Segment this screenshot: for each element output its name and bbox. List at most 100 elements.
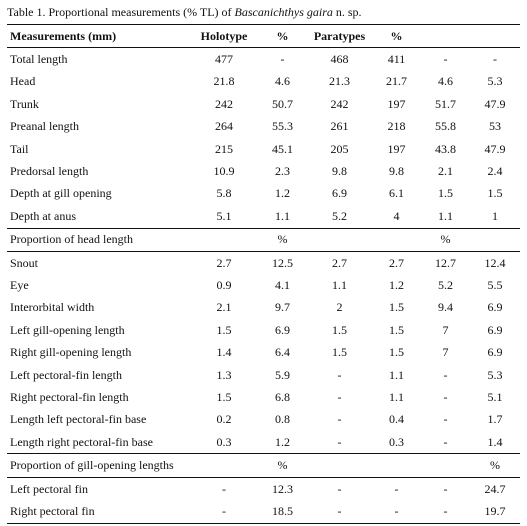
table-cell: 2.7 <box>332 255 347 270</box>
table-cell: 1.1 <box>389 367 404 382</box>
table-cell: 1.5 <box>389 322 404 337</box>
row-label: Snout <box>10 255 39 270</box>
table-cell: 5.2 <box>438 277 453 292</box>
table-cell: 5.1 <box>216 208 232 223</box>
table-cell: 6.9 <box>332 186 347 201</box>
table-row: Right pectoral fin -18.5- - -19.7 <box>7 500 520 524</box>
table-cell: 21.8 <box>213 74 235 89</box>
table-cell: 1.2 <box>275 434 290 449</box>
table-row: Predorsal length 10.9 2.3 9.8 9.8 2.1 2.4 <box>7 160 520 182</box>
table-cell: 1.5 <box>438 186 453 201</box>
row-label: Proportion of gill-opening lengths <box>7 453 190 478</box>
header-cell <box>470 23 520 49</box>
table-cell: % <box>258 227 307 252</box>
row-label: Length left pectoral-fin base <box>10 412 147 427</box>
header-cell: Holotype <box>190 23 258 49</box>
table-cell: 5.9 <box>275 367 290 382</box>
table-cell: 51.7 <box>435 96 456 111</box>
row-label: Left gill-opening length <box>10 322 125 337</box>
table-cell: 1.4 <box>216 345 232 360</box>
table-cell: 218 <box>387 119 406 134</box>
table-cell: 4.6 <box>275 74 290 89</box>
table-row: Right pectoral-fin length 1.5 6.8 - 1.1 - 5.1 <box>7 386 520 408</box>
caption-suffix: n. sp. <box>332 5 362 19</box>
table-cell: 6.1 <box>389 186 404 201</box>
table-cell <box>190 453 258 478</box>
header-cell: Paratypes <box>307 23 372 49</box>
table-cell: 43.8 <box>435 141 456 156</box>
table-cell <box>470 227 520 252</box>
table-cell: 21.7 <box>386 74 407 89</box>
table-cell: 7 <box>442 322 449 337</box>
table-cell <box>190 227 258 252</box>
table-cell: 0.2 <box>216 412 232 427</box>
table-header-row: Measurements (mm) Holotype % Paratypes % <box>7 23 520 49</box>
table-cell: 1.5 <box>389 345 404 360</box>
table-cell: 50.7 <box>272 96 293 111</box>
table-cell: 0.9 <box>216 277 232 292</box>
table-cell: 264 <box>215 119 233 134</box>
table-cell: 5.3 <box>487 74 503 89</box>
row-label: Predorsal length <box>10 164 89 179</box>
table-cell: 197 <box>387 141 406 156</box>
table-cell: 1.5 <box>216 389 232 404</box>
table-row: Left pectoral-fin length 1.3 5.9 - 1.1 - 5.3 <box>7 364 520 386</box>
table-cell: 1.5 <box>216 322 232 337</box>
row-label: Head <box>10 74 36 89</box>
table-cell: 5.8 <box>216 186 232 201</box>
table-cell <box>307 453 372 478</box>
table-cell: 9.4 <box>438 300 453 315</box>
table-cell: 4.1 <box>275 277 290 292</box>
row-label: Right pectoral-fin length <box>10 389 129 404</box>
table-cell <box>372 227 421 252</box>
table-cell: - <box>337 389 342 404</box>
table-cell: - <box>443 367 448 382</box>
table-cell <box>421 453 470 478</box>
table-cell: 2 <box>336 300 343 315</box>
row-label: Right gill-opening length <box>10 345 132 360</box>
table-cell: 55.3 <box>272 119 293 134</box>
table-row: Left gill-opening length 1.5 6.9 1.5 1.5 7 6.9 <box>7 319 520 341</box>
table-row: Length right pectoral-fin base 0.3 1.2 - 0.3… <box>7 431 520 454</box>
table-cell: 2.7 <box>216 255 232 270</box>
row-label: Trunk <box>10 96 39 111</box>
table-cell: 2.3 <box>275 164 290 179</box>
table-cell: 19.7 <box>470 500 520 524</box>
table-cell: % <box>421 227 470 252</box>
row-label: Proportion of head length <box>7 227 190 252</box>
table-cell: 6.9 <box>487 345 503 360</box>
table-cell: 2.1 <box>216 300 232 315</box>
table-cell: 47.9 <box>484 96 506 111</box>
row-label: Depth at anus <box>10 208 76 223</box>
table-cell: 9.7 <box>275 300 290 315</box>
table-cell: 6.9 <box>275 322 290 337</box>
table-row: Depth at gill opening 5.8 1.2 6.9 6.1 1.5 1.5 <box>7 183 520 205</box>
table-cell: 205 <box>330 141 349 156</box>
table-cell: 1.1 <box>332 277 347 292</box>
caption-prefix: Table 1. Proportional measurements (% TL… <box>7 5 235 19</box>
table-cell: - <box>443 389 448 404</box>
table-cell: % <box>258 453 307 478</box>
table-cell: % <box>470 453 520 478</box>
table-cell: 7 <box>442 345 449 360</box>
table-cell: 12.7 <box>435 255 456 270</box>
section-header-row: Proportion of head length%% <box>7 227 520 252</box>
table-cell: 0.3 <box>389 434 404 449</box>
table-cell: 2.7 <box>389 255 404 270</box>
table-cell: 1.5 <box>332 322 347 337</box>
row-label: Length right pectoral-fin base <box>10 434 153 449</box>
table-cell <box>307 227 372 252</box>
table-cell: - <box>280 52 285 67</box>
header-cell: Measurements (mm) <box>7 23 190 49</box>
table-row: Head 21.8 4.6 21.3 21.7 4.6 5.3 <box>7 71 520 93</box>
table-cell: 1.3 <box>216 367 232 382</box>
table-cell: 5.5 <box>487 277 503 292</box>
table-cell: 6.9 <box>487 300 503 315</box>
table-cell: - <box>337 367 342 382</box>
table-cell: - <box>222 481 226 496</box>
row-label: Depth at gill opening <box>10 186 112 201</box>
table-cell: - <box>443 481 448 496</box>
table-cell: 45.1 <box>272 141 293 156</box>
table-row: Left pectoral fin - 12.3 - - - 24.7 <box>7 477 520 500</box>
table-cell: - <box>337 434 342 449</box>
